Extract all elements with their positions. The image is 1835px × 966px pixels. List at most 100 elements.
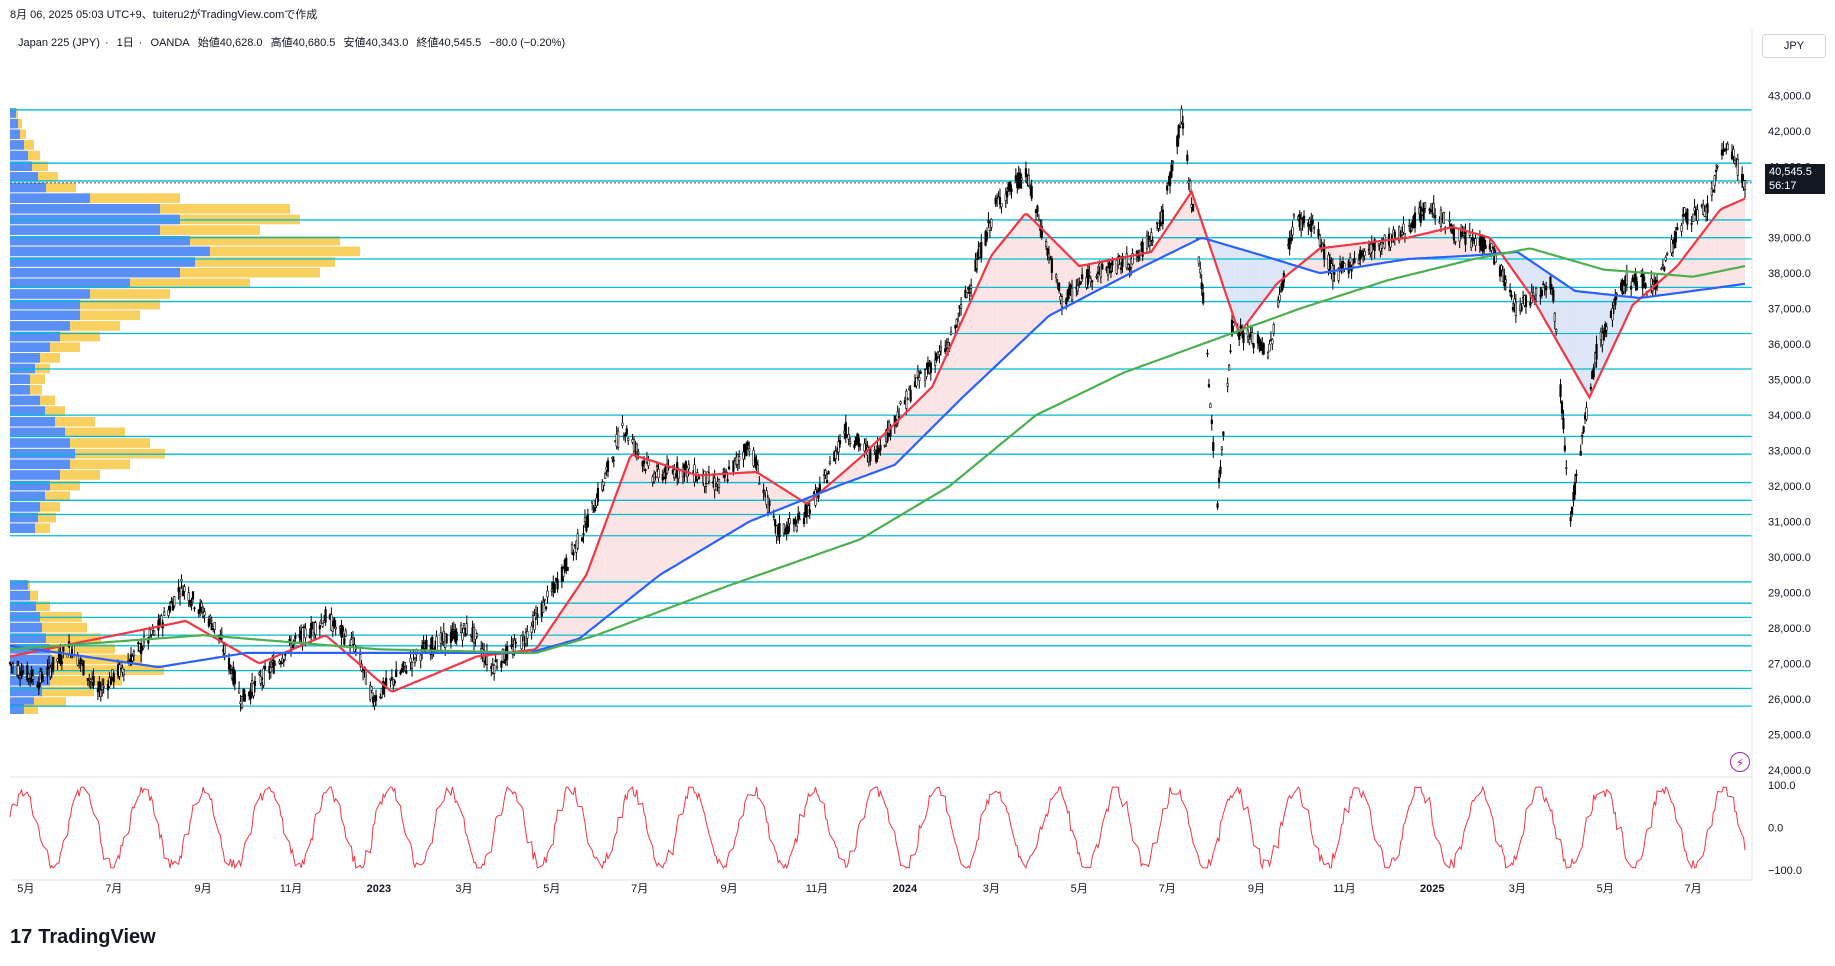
- candle-body: [1302, 215, 1306, 223]
- ma-cloud-segment: [1399, 238, 1404, 261]
- legend-interval[interactable]: 1日: [116, 37, 134, 49]
- candle-body: [1228, 364, 1231, 371]
- candle-body: [374, 695, 378, 702]
- candle-body: [294, 635, 297, 639]
- candle-body: [550, 589, 553, 592]
- ma-cloud-segment: [1256, 253, 1261, 311]
- ma-cloud-segment: [893, 420, 898, 466]
- candle-body: [148, 629, 151, 637]
- candle-body: [788, 518, 791, 524]
- candle-body: [1066, 289, 1069, 301]
- candle-body: [863, 443, 866, 452]
- candle-body: [778, 523, 781, 538]
- vp-up-bar: [16, 108, 18, 118]
- candle-body: [715, 486, 718, 491]
- candle-body: [1510, 294, 1513, 298]
- candle-body: [106, 684, 110, 691]
- vp-down-bar: [10, 512, 38, 523]
- lightning-icon[interactable]: ⚡: [1730, 752, 1750, 772]
- tradingview-brand[interactable]: 17 TradingView: [10, 926, 156, 949]
- candle-body: [193, 607, 196, 610]
- candle-body: [1434, 215, 1437, 219]
- candle-body: [998, 197, 1002, 205]
- candle-body: [748, 448, 751, 452]
- candle-body: [1635, 281, 1639, 290]
- vp-up-bar: [45, 491, 70, 502]
- ma-cloud-segment: [949, 338, 954, 411]
- vp-up-bar: [55, 416, 95, 427]
- candle-body: [853, 444, 856, 449]
- vp-up-bar: [70, 321, 120, 331]
- candle-body: [1206, 352, 1209, 355]
- candle-body: [1532, 292, 1535, 296]
- horizontal-levels: [10, 109, 1752, 707]
- candle-body: [1429, 210, 1432, 213]
- candle-body: [1452, 228, 1456, 241]
- vp-up-bar: [46, 182, 76, 193]
- ma-cloud-segment: [1438, 229, 1443, 258]
- candle-body: [59, 651, 62, 665]
- candle-body: [163, 611, 166, 616]
- candle-body: [1674, 231, 1677, 243]
- ma-line-2: [9, 247, 1746, 655]
- vp-up-bar: [40, 353, 60, 363]
- candle-body: [1065, 298, 1068, 305]
- ma-cloud-segment: [573, 587, 578, 641]
- candle-body: [596, 488, 600, 502]
- candle-body: [703, 470, 706, 487]
- ma-cloud-segment: [1252, 252, 1257, 317]
- candle-body: [180, 578, 183, 582]
- vp-down-bar: [10, 480, 50, 491]
- legend-open: 始値40,628.0: [197, 37, 263, 49]
- candle-body: [926, 362, 930, 371]
- currency-selector[interactable]: JPY: [1762, 34, 1826, 58]
- candle-body: [27, 673, 30, 679]
- candle-body: [802, 517, 806, 525]
- candle-body: [1732, 148, 1735, 157]
- legend-symbol[interactable]: Japan 225 (JPY): [18, 37, 100, 49]
- candle-body: [1370, 243, 1373, 253]
- ma-cloud-segment: [1524, 256, 1529, 293]
- price-tick-label: 32,000.0: [1768, 481, 1811, 493]
- candle-body: [177, 587, 180, 593]
- candle-body: [611, 456, 614, 459]
- ma-cloud-segment: [1195, 204, 1201, 241]
- time-tick-label: 11月: [280, 883, 302, 895]
- candle-body: [873, 449, 876, 452]
- ma-cloud-segment: [625, 458, 630, 603]
- candle-body: [959, 304, 963, 309]
- legend-source: OANDA: [150, 37, 190, 49]
- candle-body: [1115, 259, 1118, 274]
- candle-body: [635, 443, 638, 453]
- ma-cloud-segment: [1675, 262, 1681, 294]
- candle-body: [1268, 343, 1271, 352]
- candle-body: [1595, 344, 1598, 360]
- candle-body: [694, 479, 698, 481]
- ma-cloud-segment: [1234, 247, 1240, 334]
- candle-body: [935, 352, 938, 362]
- candle-body: [82, 660, 85, 676]
- candle-body: [1673, 238, 1676, 249]
- candle-body: [274, 663, 277, 666]
- vp-down-bar: [10, 172, 38, 182]
- ma-cloud-segment: [1693, 239, 1698, 291]
- candle-body: [797, 513, 800, 521]
- ma-cloud-segment: [780, 487, 786, 509]
- vp-down-bar: [10, 523, 35, 534]
- candle-body: [1552, 289, 1555, 303]
- candle-body: [153, 630, 156, 636]
- candle-body: [782, 523, 785, 534]
- ma-cloud-segment: [858, 454, 864, 479]
- legend-close: 終値40,545.5: [416, 37, 482, 49]
- vp-up-bar: [46, 633, 101, 644]
- candle-body: [798, 518, 801, 521]
- volume-profile: [10, 108, 360, 714]
- time-tick-label: 7月: [1159, 883, 1176, 895]
- candle-body: [1279, 289, 1283, 292]
- candle-body: [968, 291, 971, 294]
- ma-cloud-segment: [940, 357, 946, 419]
- candle-body: [1125, 253, 1128, 269]
- candle-body: [808, 509, 811, 514]
- ma-cloud-segment: [612, 493, 617, 613]
